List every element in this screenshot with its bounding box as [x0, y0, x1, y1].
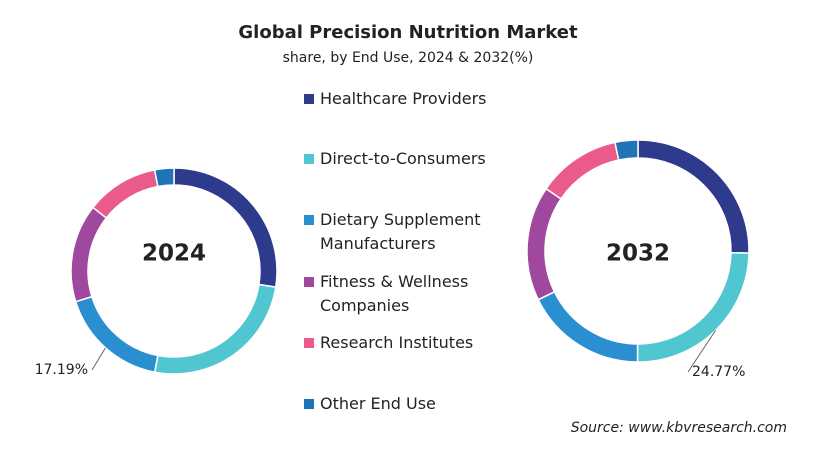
donut-slice — [526, 187, 563, 301]
legend-swatch — [304, 154, 314, 164]
donut-slice — [91, 168, 159, 219]
center-label: 2032 — [606, 241, 670, 267]
chart-subtitle: share, by End Use, 2024 & 2032(%) — [283, 50, 534, 66]
chart-title: Global Precision Nutrition Market — [238, 22, 578, 43]
leader-line — [91, 347, 106, 371]
legend-swatch — [304, 215, 314, 225]
donut-slice — [637, 139, 750, 254]
center-label: 2024 — [142, 241, 206, 267]
donut-slice — [153, 167, 175, 188]
legend-label: Fitness & Wellness Companies — [320, 272, 469, 315]
leader-line — [687, 330, 716, 373]
data-label: 24.77% — [692, 364, 745, 380]
donut-slice — [545, 141, 620, 200]
legend-label: Research Institutes — [320, 333, 474, 352]
legend-label: Direct-to-Consumers — [320, 149, 486, 168]
data-label: 17.19% — [35, 362, 88, 378]
source: Source: www.kbvresearch.com — [571, 420, 787, 436]
donut-slice — [614, 139, 639, 161]
donut-slice — [636, 251, 750, 363]
legend-label: Other End Use — [320, 394, 436, 413]
donut-slice — [153, 283, 277, 375]
donut-slice — [537, 290, 639, 363]
legend-label: Dietary Supplement Manufacturers — [320, 210, 481, 253]
legend-swatch — [304, 399, 314, 409]
legend-label: Healthcare Providers — [320, 89, 487, 108]
donut-slice — [70, 206, 108, 303]
donut-slice — [74, 295, 159, 374]
legend-swatch — [304, 338, 314, 348]
legend-swatch — [304, 94, 314, 104]
legend-swatch — [304, 277, 314, 287]
donut-slice — [173, 167, 278, 288]
